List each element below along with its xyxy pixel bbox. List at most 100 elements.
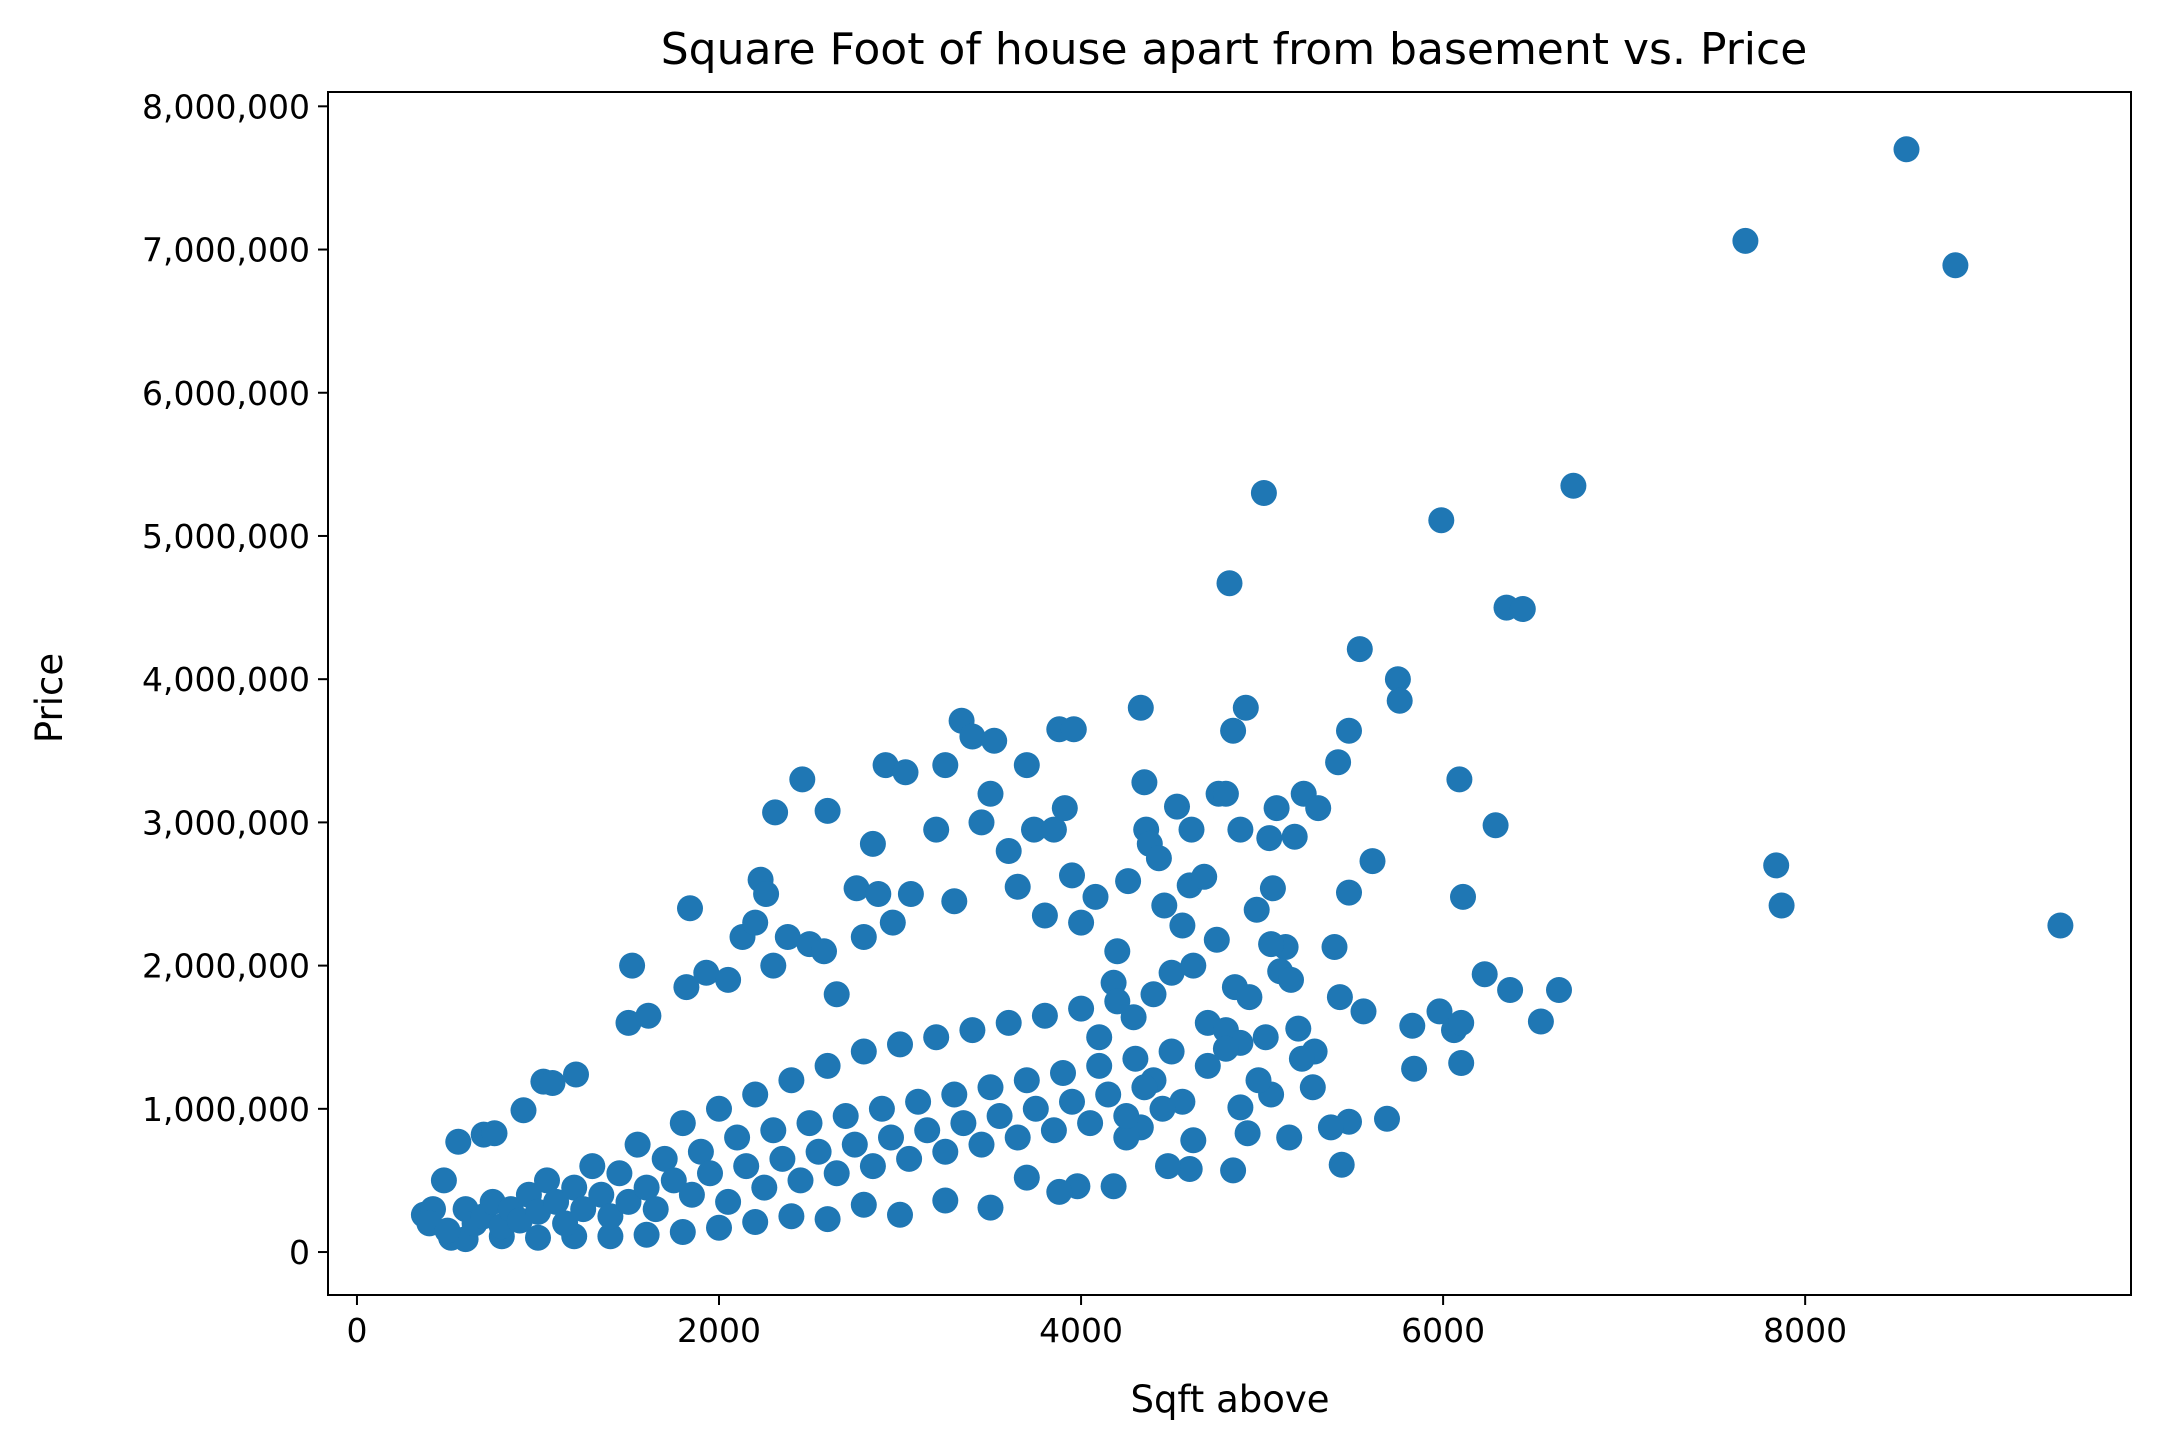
x-tick-label: 2000 xyxy=(677,1311,761,1350)
data-point xyxy=(1155,1153,1181,1180)
data-point xyxy=(995,1009,1022,1036)
data-point xyxy=(697,1160,723,1187)
data-point xyxy=(778,1067,805,1094)
data-point xyxy=(1384,666,1411,693)
data-point xyxy=(1082,883,1109,910)
data-point xyxy=(742,909,769,936)
data-point xyxy=(832,1103,859,1129)
data-point xyxy=(1399,1012,1426,1039)
data-points xyxy=(410,136,2074,1253)
data-point xyxy=(669,1219,696,1245)
data-point xyxy=(1149,1095,1176,1122)
data-point xyxy=(1140,981,1167,1008)
data-point xyxy=(769,1145,796,1172)
data-point xyxy=(642,1196,669,1223)
data-point xyxy=(534,1167,560,1194)
plot-frame xyxy=(327,91,2132,1296)
data-point xyxy=(941,1081,968,1108)
data-point xyxy=(742,1081,769,1108)
data-point xyxy=(445,1128,472,1155)
data-point xyxy=(1276,1124,1303,1151)
data-point xyxy=(968,809,995,836)
data-point xyxy=(1068,909,1095,936)
data-point xyxy=(1086,1024,1113,1051)
x-axis-ticks: 0 2000 4000 6000 8000 xyxy=(346,1295,1847,1350)
data-point xyxy=(1428,507,1455,534)
data-point xyxy=(1252,1024,1279,1051)
data-point xyxy=(1768,892,1795,919)
data-point xyxy=(597,1223,624,1250)
y-tick-label: 4,000,000 xyxy=(142,660,310,699)
data-point xyxy=(1004,873,1031,900)
data-point xyxy=(753,881,780,907)
data-point xyxy=(905,1088,932,1115)
data-point xyxy=(570,1196,597,1223)
data-point xyxy=(1086,1052,1113,1079)
data-point xyxy=(751,1174,778,1201)
data-point xyxy=(715,966,742,993)
data-point xyxy=(1031,902,1058,929)
data-point xyxy=(814,1052,841,1079)
data-point xyxy=(1227,1094,1254,1121)
data-point xyxy=(651,1145,678,1172)
data-point xyxy=(1060,716,1087,743)
data-point xyxy=(606,1160,633,1187)
data-point xyxy=(615,1009,642,1036)
data-point xyxy=(959,1017,986,1044)
x-axis-label: Sqft above xyxy=(1130,1378,1329,1421)
data-point xyxy=(1180,1127,1207,1154)
data-point xyxy=(1259,875,1286,902)
data-point xyxy=(481,1120,508,1147)
data-point xyxy=(430,1167,457,1194)
data-point xyxy=(1212,780,1239,807)
data-point xyxy=(1021,816,1047,843)
data-point xyxy=(1321,934,1348,960)
data-point xyxy=(897,881,924,907)
y-axis-ticks: 0 1,000,000 2,000,000 3,000,000 4,000,000 5,0… xyxy=(142,87,328,1272)
data-point xyxy=(811,938,837,965)
data-point xyxy=(1386,687,1413,714)
data-point xyxy=(1263,795,1290,822)
data-point xyxy=(1497,977,1524,1003)
data-point xyxy=(1050,1060,1076,1086)
data-point xyxy=(1104,938,1131,965)
data-point xyxy=(1022,1095,1049,1122)
data-point xyxy=(1095,1081,1122,1108)
data-point xyxy=(1151,892,1178,919)
data-point xyxy=(1336,717,1362,744)
y-tick-label: 6,000,000 xyxy=(142,374,310,413)
data-point xyxy=(1288,1045,1315,1072)
data-point xyxy=(1104,988,1131,1015)
data-point xyxy=(1527,1008,1554,1035)
data-point xyxy=(1560,472,1587,499)
data-point xyxy=(1122,1045,1149,1072)
x-tick-label: 0 xyxy=(346,1311,367,1350)
data-point xyxy=(1158,1038,1185,1065)
data-point xyxy=(1113,1103,1140,1129)
data-point xyxy=(1336,879,1362,906)
data-point xyxy=(1942,252,1969,279)
data-point xyxy=(1059,862,1085,889)
data-point xyxy=(959,723,986,750)
data-point xyxy=(633,1221,660,1248)
data-point xyxy=(841,1131,868,1158)
data-point xyxy=(619,952,646,979)
data-point xyxy=(1212,1035,1239,1062)
data-point xyxy=(923,816,950,843)
chart-title: Square Foot of house apart from basement… xyxy=(661,24,1808,75)
data-point xyxy=(981,727,1008,754)
data-point xyxy=(1169,912,1196,939)
data-point xyxy=(1164,793,1190,820)
data-point xyxy=(539,1070,566,1096)
data-point xyxy=(1120,1004,1147,1031)
data-point xyxy=(1158,959,1185,986)
data-point xyxy=(1216,570,1243,597)
data-point xyxy=(1077,1110,1104,1137)
data-point xyxy=(706,1095,732,1122)
data-point xyxy=(1013,1067,1040,1094)
data-point xyxy=(724,1124,751,1151)
data-point xyxy=(1040,1117,1067,1144)
data-point xyxy=(1194,1052,1221,1079)
